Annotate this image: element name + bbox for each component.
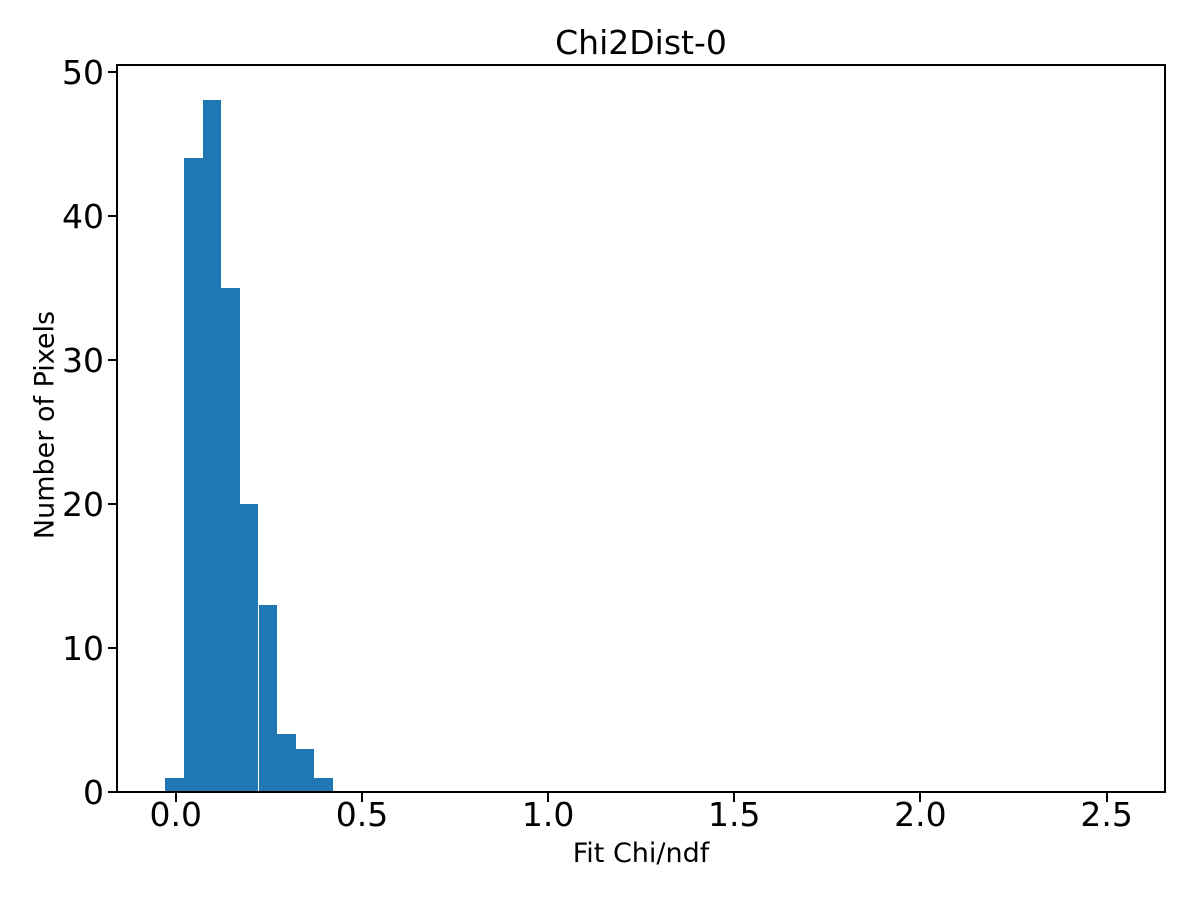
y-tick-label: 0 (83, 773, 104, 812)
y-tick (108, 214, 117, 217)
x-tick-label: 0.0 (149, 795, 203, 834)
histogram-bar (221, 287, 240, 792)
histogram-bar (202, 100, 222, 792)
x-tick-label: 1.5 (708, 795, 761, 834)
y-tick-label: 40 (62, 196, 104, 236)
x-tick (547, 793, 550, 802)
x-tick-label: 2.0 (894, 795, 947, 834)
x-tick (361, 793, 363, 802)
x-tick (1105, 793, 1108, 802)
histogram-bar (239, 503, 259, 792)
x-tick-label: 0.5 (335, 795, 389, 834)
y-tick (108, 502, 117, 505)
y-tick-label: 50 (62, 52, 104, 92)
histogram-bar (295, 748, 315, 792)
y-tick (108, 791, 117, 793)
histogram-bar (258, 604, 278, 792)
y-tick-label: 10 (62, 628, 104, 668)
x-tick (174, 793, 177, 802)
histogram-bar (165, 777, 184, 792)
y-tick (108, 646, 117, 649)
x-tick (919, 793, 922, 802)
y-tick-label: 30 (62, 340, 104, 380)
x-axis-label: Fit Chi/ndf (572, 838, 710, 869)
chart-title: Chi2Dist-0 (555, 23, 727, 62)
histogram-bar (277, 734, 296, 792)
histogram-bar (314, 777, 333, 792)
x-tick (733, 793, 736, 802)
x-tick-label: 1.0 (521, 795, 575, 834)
x-tick-label: 2.5 (1080, 795, 1133, 834)
histogram-bar (184, 157, 203, 792)
y-tick (108, 358, 117, 361)
y-tick-label: 20 (62, 484, 104, 524)
y-tick (108, 70, 117, 73)
